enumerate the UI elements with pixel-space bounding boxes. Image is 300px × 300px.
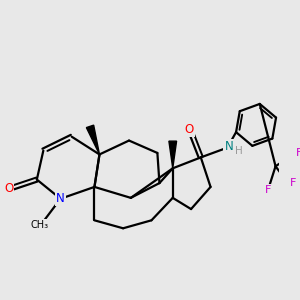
Text: F: F bbox=[296, 148, 300, 158]
Polygon shape bbox=[169, 141, 177, 168]
Text: CH₃: CH₃ bbox=[31, 220, 49, 230]
Text: F: F bbox=[265, 185, 272, 195]
Text: O: O bbox=[184, 123, 194, 136]
Text: N: N bbox=[56, 192, 65, 205]
Polygon shape bbox=[86, 125, 100, 154]
Text: F: F bbox=[290, 178, 296, 188]
Text: H: H bbox=[235, 146, 243, 156]
Text: N: N bbox=[224, 140, 233, 153]
Text: O: O bbox=[4, 182, 14, 195]
